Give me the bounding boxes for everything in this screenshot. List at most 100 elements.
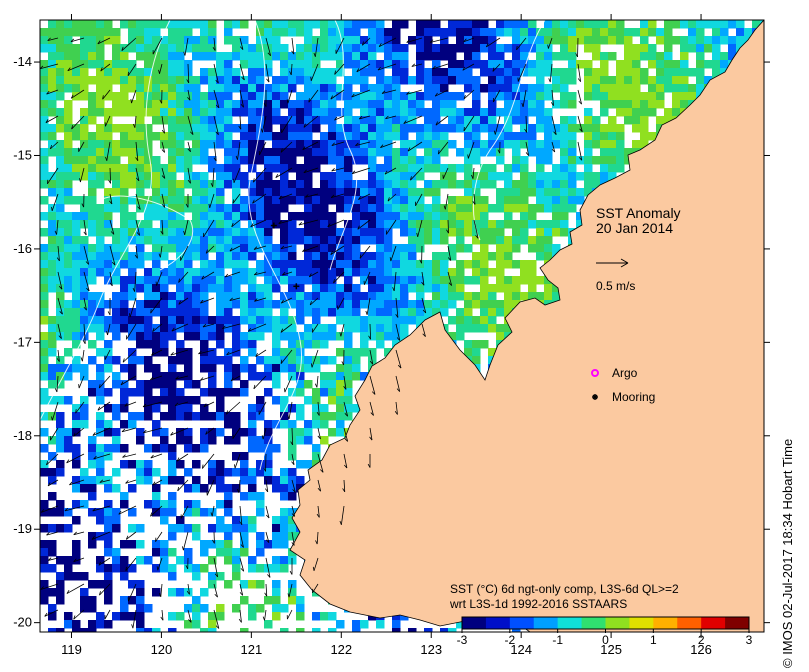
- colorbar-tick-label: 3: [746, 633, 753, 647]
- colorbar-tick-label: -3: [457, 633, 468, 647]
- current-vector: [135, 141, 139, 161]
- current-vector: [432, 63, 449, 70]
- current-vector: [463, 115, 475, 132]
- current-vector: [334, 115, 345, 121]
- current-vector: [57, 271, 63, 290]
- current-vector: [264, 583, 268, 597]
- current-vector: [334, 63, 345, 75]
- current-vector: [516, 37, 527, 51]
- current-vector: [183, 37, 189, 56]
- current-vector: [239, 37, 244, 50]
- current-vector: [303, 115, 319, 128]
- current-vector: [369, 349, 374, 365]
- current-vector: [447, 245, 452, 261]
- current-vector: [429, 37, 449, 43]
- current-vector: [291, 505, 296, 517]
- mooring-legend-icon: [592, 394, 598, 400]
- current-vector: [357, 219, 371, 230]
- current-vector: [152, 37, 163, 55]
- current-vector: [203, 219, 215, 238]
- current-vector: [208, 193, 215, 208]
- current-vector: [421, 297, 427, 314]
- current-vector: [385, 219, 397, 235]
- current-vector: [78, 375, 85, 389]
- current-vector: [472, 193, 476, 205]
- current-vector: [174, 401, 189, 407]
- scale-vector-arrow: [596, 258, 629, 268]
- colorbar-tick-label: -1: [552, 633, 563, 647]
- current-vector: [287, 583, 293, 598]
- y-tick-label: -18: [13, 428, 32, 443]
- current-vector: [312, 557, 319, 571]
- current-vector: [200, 375, 215, 381]
- current-vector: [66, 583, 85, 594]
- current-vector: [186, 583, 190, 595]
- current-vector: [47, 479, 59, 487]
- current-vector: [239, 89, 244, 108]
- current-vector: [343, 427, 349, 442]
- current-vector: [229, 245, 241, 252]
- current-vector: [343, 401, 349, 417]
- colorbar-segment: [533, 617, 559, 629]
- current-vector: [46, 531, 59, 536]
- colorbar-segment: [605, 617, 630, 629]
- current-vector: [265, 557, 271, 578]
- current-vector: [331, 141, 345, 146]
- current-vector: [81, 193, 85, 208]
- current-vector: [280, 349, 293, 364]
- current-vector: [467, 141, 475, 159]
- current-vector: [70, 89, 85, 99]
- colorbar: [461, 616, 750, 630]
- current-vector: [132, 271, 137, 292]
- current-vector: [411, 63, 423, 67]
- current-vector: [71, 115, 85, 130]
- current-vector: [421, 271, 425, 286]
- latitude-axis: -14 -15 -16 -17 -18 -19 -20: [13, 54, 770, 630]
- current-vector: [212, 37, 216, 51]
- current-vector: [289, 557, 293, 575]
- current-vector: [150, 297, 163, 314]
- current-vector: [232, 427, 241, 439]
- current-vector: [330, 245, 345, 255]
- current-vector: [40, 63, 59, 70]
- current-vectors: [40, 37, 583, 629]
- current-vector: [378, 37, 397, 47]
- current-vector: [330, 89, 345, 100]
- current-vector: [291, 453, 295, 466]
- current-vector: [355, 141, 371, 147]
- current-vector: [161, 115, 165, 134]
- current-vector: [187, 141, 191, 153]
- x-tick-label: 122: [330, 642, 352, 657]
- current-vector: [187, 167, 191, 184]
- current-vector: [331, 167, 345, 172]
- current-vector: [265, 505, 270, 519]
- temperature-contours: [40, 20, 546, 471]
- current-vector: [521, 89, 527, 108]
- current-vector: [369, 427, 373, 441]
- current-vector: [178, 297, 189, 305]
- current-vector: [262, 609, 267, 621]
- current-vector: [106, 323, 111, 336]
- current-vector: [134, 245, 138, 259]
- current-vector: [261, 427, 267, 440]
- current-vector: [99, 479, 111, 483]
- current-vector: [156, 557, 163, 571]
- current-vector: [177, 479, 189, 492]
- current-vector: [78, 141, 85, 152]
- scale-vector-label: 0.5 m/s: [596, 279, 635, 293]
- current-vector: [298, 219, 319, 226]
- current-vector: [57, 323, 62, 339]
- current-vector: [224, 271, 241, 278]
- current-vector: [213, 63, 219, 84]
- current-vector: [57, 297, 63, 315]
- current-vector: [463, 89, 475, 100]
- current-vector: [330, 193, 345, 199]
- current-vector: [54, 375, 59, 393]
- current-vector: [462, 63, 475, 71]
- current-vector: [343, 375, 347, 390]
- current-vector: [213, 115, 219, 135]
- current-vector: [290, 427, 294, 446]
- current-vector: [49, 427, 59, 441]
- current-vector: [406, 37, 423, 43]
- current-vector: [286, 609, 293, 620]
